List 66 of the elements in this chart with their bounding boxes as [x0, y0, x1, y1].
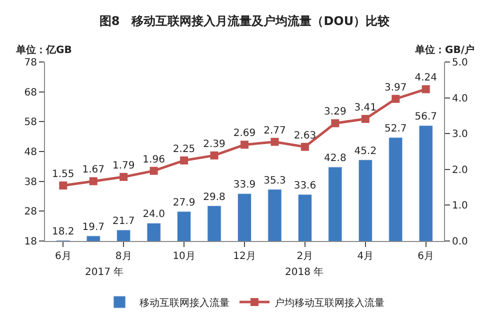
data-label: 18.2: [52, 226, 74, 238]
data-label: 21.7: [112, 216, 135, 227]
y2-tick-label: 1.0: [452, 200, 468, 212]
y2-tick-label: 4.0: [452, 93, 468, 104]
x-tick-label: 12月: [233, 251, 256, 262]
point: [422, 85, 430, 94]
data-label: 27.9: [172, 197, 196, 208]
data-label: 33.9: [233, 180, 256, 191]
point: [89, 177, 98, 186]
data-label: 52.7: [384, 123, 407, 134]
point: [210, 151, 218, 160]
point: [300, 142, 309, 151]
point: [180, 156, 188, 164]
data-label: 2.77: [264, 125, 286, 136]
y2-tick-label: 3.0: [452, 129, 468, 140]
data-label: 3.97: [384, 82, 407, 94]
data-label: 1.67: [82, 164, 104, 176]
data-label: 24.0: [142, 209, 165, 220]
data-label: 3.41: [354, 102, 377, 114]
y-tick-label: 38: [24, 176, 37, 188]
data-label: 1.55: [52, 169, 74, 180]
data-label: 2.39: [203, 138, 226, 150]
point: [331, 119, 340, 128]
data-label: 2.25: [172, 144, 196, 155]
x-tick-label: 8月: [115, 251, 132, 262]
data-label: 3.29: [324, 106, 346, 118]
data-label: 29.8: [203, 192, 226, 203]
point: [59, 182, 68, 190]
y-tick-label: 58: [24, 117, 37, 128]
legend-label: 户均移动互联网接入流量: [274, 296, 384, 309]
y-tick-label: 28: [24, 206, 37, 218]
data-label: 42.8: [324, 153, 346, 164]
chart-title: 图8 移动互联网接入月流量及户均流量（DOU）比较: [99, 14, 391, 28]
y2-tick-label: 0.0: [452, 236, 468, 248]
y2-tick-label: 5.0: [452, 58, 468, 68]
y-tick-label: 18: [24, 236, 37, 248]
x-tick-label: 2月: [296, 251, 314, 262]
data-label: 45.2: [354, 146, 377, 157]
text: 2018 年: [285, 266, 324, 278]
data-label: 56.7: [414, 112, 437, 123]
data-label: 4.24: [414, 72, 437, 84]
data-label: 2.69: [233, 128, 256, 140]
x-tick-label: 4月: [357, 251, 374, 262]
point: [150, 166, 158, 175]
text: 2017 年: [85, 266, 124, 278]
data-label: 33.6: [294, 180, 316, 192]
y-tick-label: 48: [24, 147, 37, 158]
y-axis-title: 单位：亿GB: [15, 44, 72, 56]
y-tick-label: 78: [24, 58, 37, 68]
data-label: 2.63: [294, 130, 316, 142]
data-label: 1.79: [112, 160, 135, 172]
y2-tick-label: 2.0: [452, 164, 468, 176]
y2-axis-title: 单位：GB/户: [414, 44, 474, 56]
x-tick-label: 6月: [418, 251, 434, 262]
data-label: 35.3: [264, 175, 286, 186]
point: [120, 172, 128, 181]
x-tick-label: 6月: [54, 251, 72, 262]
point: [270, 138, 279, 146]
data-label: 19.7: [82, 222, 104, 233]
point: [240, 140, 248, 149]
point: [392, 94, 400, 103]
x-tick-label: 10月: [172, 251, 196, 262]
data-label: 1.96: [142, 154, 165, 166]
legend-label: 移动互联网接入流量: [140, 296, 230, 309]
y-tick-label: 68: [24, 87, 37, 98]
point: [361, 114, 370, 123]
